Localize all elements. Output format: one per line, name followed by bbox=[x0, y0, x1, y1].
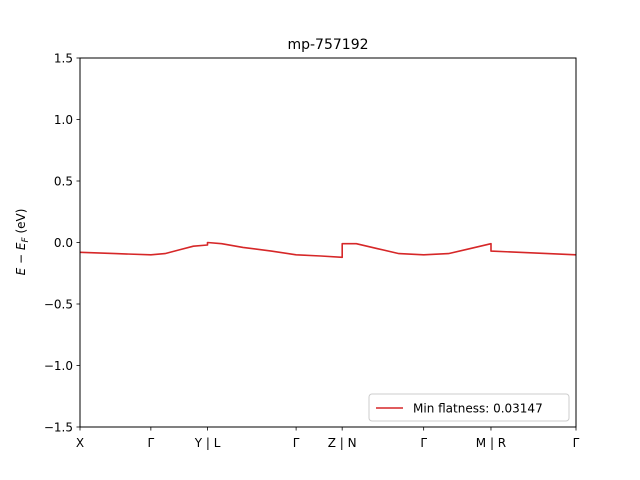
x-tick-label: M | R bbox=[476, 436, 506, 450]
x-tick-label: Z | N bbox=[328, 436, 357, 450]
x-tick-label: Γ bbox=[293, 436, 300, 450]
plot-area bbox=[79, 57, 577, 428]
legend: Min flatness: 0.03147 bbox=[368, 393, 570, 422]
y-tick-label: −1.0 bbox=[44, 359, 73, 373]
x-tick-label: Γ bbox=[420, 436, 427, 450]
legend-label: Min flatness: 0.03147 bbox=[413, 402, 543, 416]
y-axis-label: E − EF (eV) bbox=[14, 209, 31, 276]
y-tick-label: 1.0 bbox=[54, 113, 73, 127]
x-tick-label: Γ bbox=[148, 436, 155, 450]
axes-frame bbox=[79, 57, 577, 428]
legend-box bbox=[368, 393, 570, 422]
y-tick-label: −1.5 bbox=[44, 421, 73, 435]
series-line-0 bbox=[79, 241, 577, 259]
y-axis: 1.5 1.0 0.5 0.0 −0.5 −1.0 −1.5 bbox=[44, 52, 80, 435]
chart-title: mp-757192 bbox=[287, 37, 368, 53]
x-tick-label: X bbox=[76, 436, 84, 450]
y-tick-label: 0.5 bbox=[54, 175, 73, 189]
y-tick-label: 1.5 bbox=[54, 52, 73, 66]
y-tick-label: 0.0 bbox=[54, 236, 73, 250]
x-tick-label: Y | L bbox=[194, 436, 221, 450]
x-axis: X Γ Y | L Γ Z | N Γ M | R Γ bbox=[76, 427, 580, 450]
y-tick-label: −0.5 bbox=[44, 298, 73, 312]
x-tick-label: Γ bbox=[573, 436, 580, 450]
